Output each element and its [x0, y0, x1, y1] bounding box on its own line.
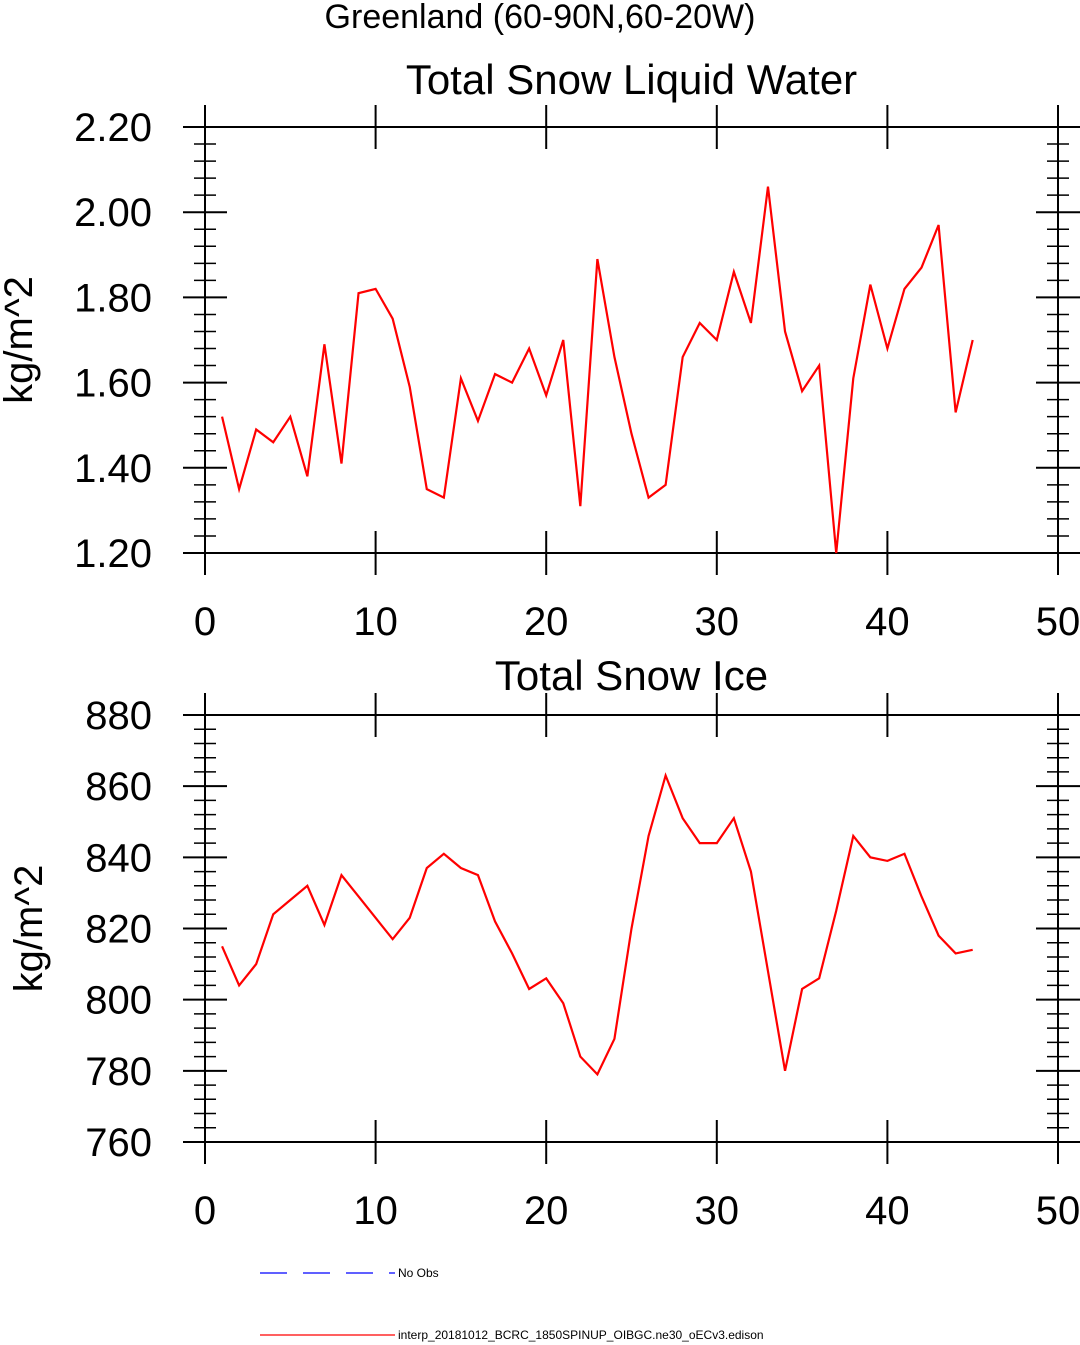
- chart-title: Total Snow Liquid Water: [406, 56, 857, 103]
- x-tick-label: 30: [695, 1189, 740, 1233]
- legend: No Obs interp_20181012_BCRC_1850SPINUP_OI…: [260, 1266, 764, 1342]
- y-tick-label: 2.00: [74, 191, 152, 235]
- x-tick-label: 40: [865, 1189, 910, 1233]
- x-tick-label: 0: [194, 600, 216, 644]
- chart-panel: Total Snow Liquid Water kg/m^2 1.20 1.40 1.6…: [0, 56, 1080, 644]
- x-tick-label: 10: [353, 600, 398, 644]
- y-tick-label: 1.40: [74, 447, 152, 491]
- x-tick-label: 20: [524, 1189, 569, 1233]
- y-tick-label: 2.20: [74, 106, 152, 150]
- x-tick-label: 30: [695, 600, 740, 644]
- chart-title: Total Snow Ice: [495, 652, 768, 699]
- x-tick-label: 50: [1036, 600, 1080, 644]
- x-tick-label: 40: [865, 600, 910, 644]
- chart-panel: Total Snow Ice kg/m^2 760 780 800 820 840 860 88…: [7, 652, 1080, 1233]
- y-tick-label: 1.20: [74, 532, 152, 576]
- plot-frame: [204, 126, 1059, 554]
- y-tick-label: 1.60: [74, 362, 152, 406]
- y-tick-label: 820: [85, 908, 152, 952]
- charts-container: Total Snow Liquid Water kg/m^2 1.20 1.40 1.6…: [0, 56, 1080, 1233]
- y-tick-label: 840: [85, 836, 152, 880]
- y-axis-label: kg/m^2: [0, 276, 41, 404]
- y-axis-label: kg/m^2: [7, 865, 51, 993]
- series-line: [221, 772, 973, 1077]
- series-line: [220, 186, 974, 554]
- y-tick-label: 760: [85, 1121, 152, 1165]
- legend-label: No Obs: [398, 1266, 439, 1280]
- x-tick-label: 20: [524, 600, 569, 644]
- x-tick-label: 50: [1036, 1189, 1080, 1233]
- y-tick-label: 860: [85, 765, 152, 809]
- y-tick-label: 800: [85, 979, 152, 1023]
- suptitle: Greenland (60-90N,60-20W): [325, 0, 756, 36]
- x-tick-label: 10: [353, 1189, 398, 1233]
- y-tick-label: 880: [85, 694, 152, 738]
- y-tick-label: 780: [85, 1050, 152, 1094]
- y-tick-label: 1.80: [74, 276, 152, 320]
- legend-label: interp_20181012_BCRC_1850SPINUP_OIBGC.ne…: [398, 1328, 764, 1342]
- x-tick-label: 0: [194, 1189, 216, 1233]
